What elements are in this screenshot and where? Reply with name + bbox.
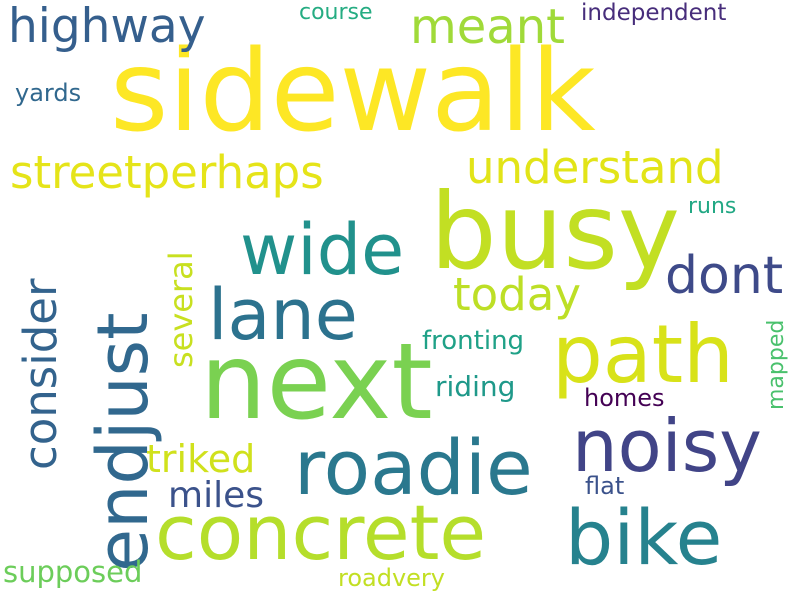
word-triked: triked (146, 437, 256, 481)
word-flat: flat (585, 472, 625, 500)
word-runs: runs (688, 194, 737, 219)
word-course: course (299, 0, 373, 25)
word-next: next (200, 321, 433, 443)
word-miles: miles (168, 475, 264, 516)
word-today: today (453, 268, 581, 321)
word-lane: lane (208, 274, 358, 356)
word-roadvery: roadvery (338, 564, 446, 592)
word-streetperhaps: streetperhaps (10, 146, 324, 199)
word-noisy: noisy (572, 404, 762, 488)
word-several: several (162, 251, 200, 368)
word-dont: dont (665, 246, 784, 306)
word-wide: wide (240, 209, 405, 291)
word-meant: meant (410, 0, 565, 55)
word-roadie: roadie (294, 423, 533, 512)
word-fronting: fronting (422, 326, 525, 356)
word-independent: independent (581, 0, 727, 26)
word-busy: busy (430, 171, 681, 293)
word-homes: homes (584, 384, 665, 412)
word-consider: consider (14, 278, 67, 471)
word-highway: highway (8, 0, 206, 54)
word-sidewalk: sidewalk (110, 27, 596, 157)
word-bike: bike (565, 493, 723, 582)
word-supposed: supposed (3, 555, 143, 589)
word-mapped: mapped (764, 319, 789, 410)
word-yards: yards (15, 79, 82, 107)
word-riding: riding (435, 370, 516, 403)
word-path: path (552, 308, 734, 401)
word-understand: understand (466, 141, 724, 194)
word-concrete: concrete (155, 488, 487, 577)
